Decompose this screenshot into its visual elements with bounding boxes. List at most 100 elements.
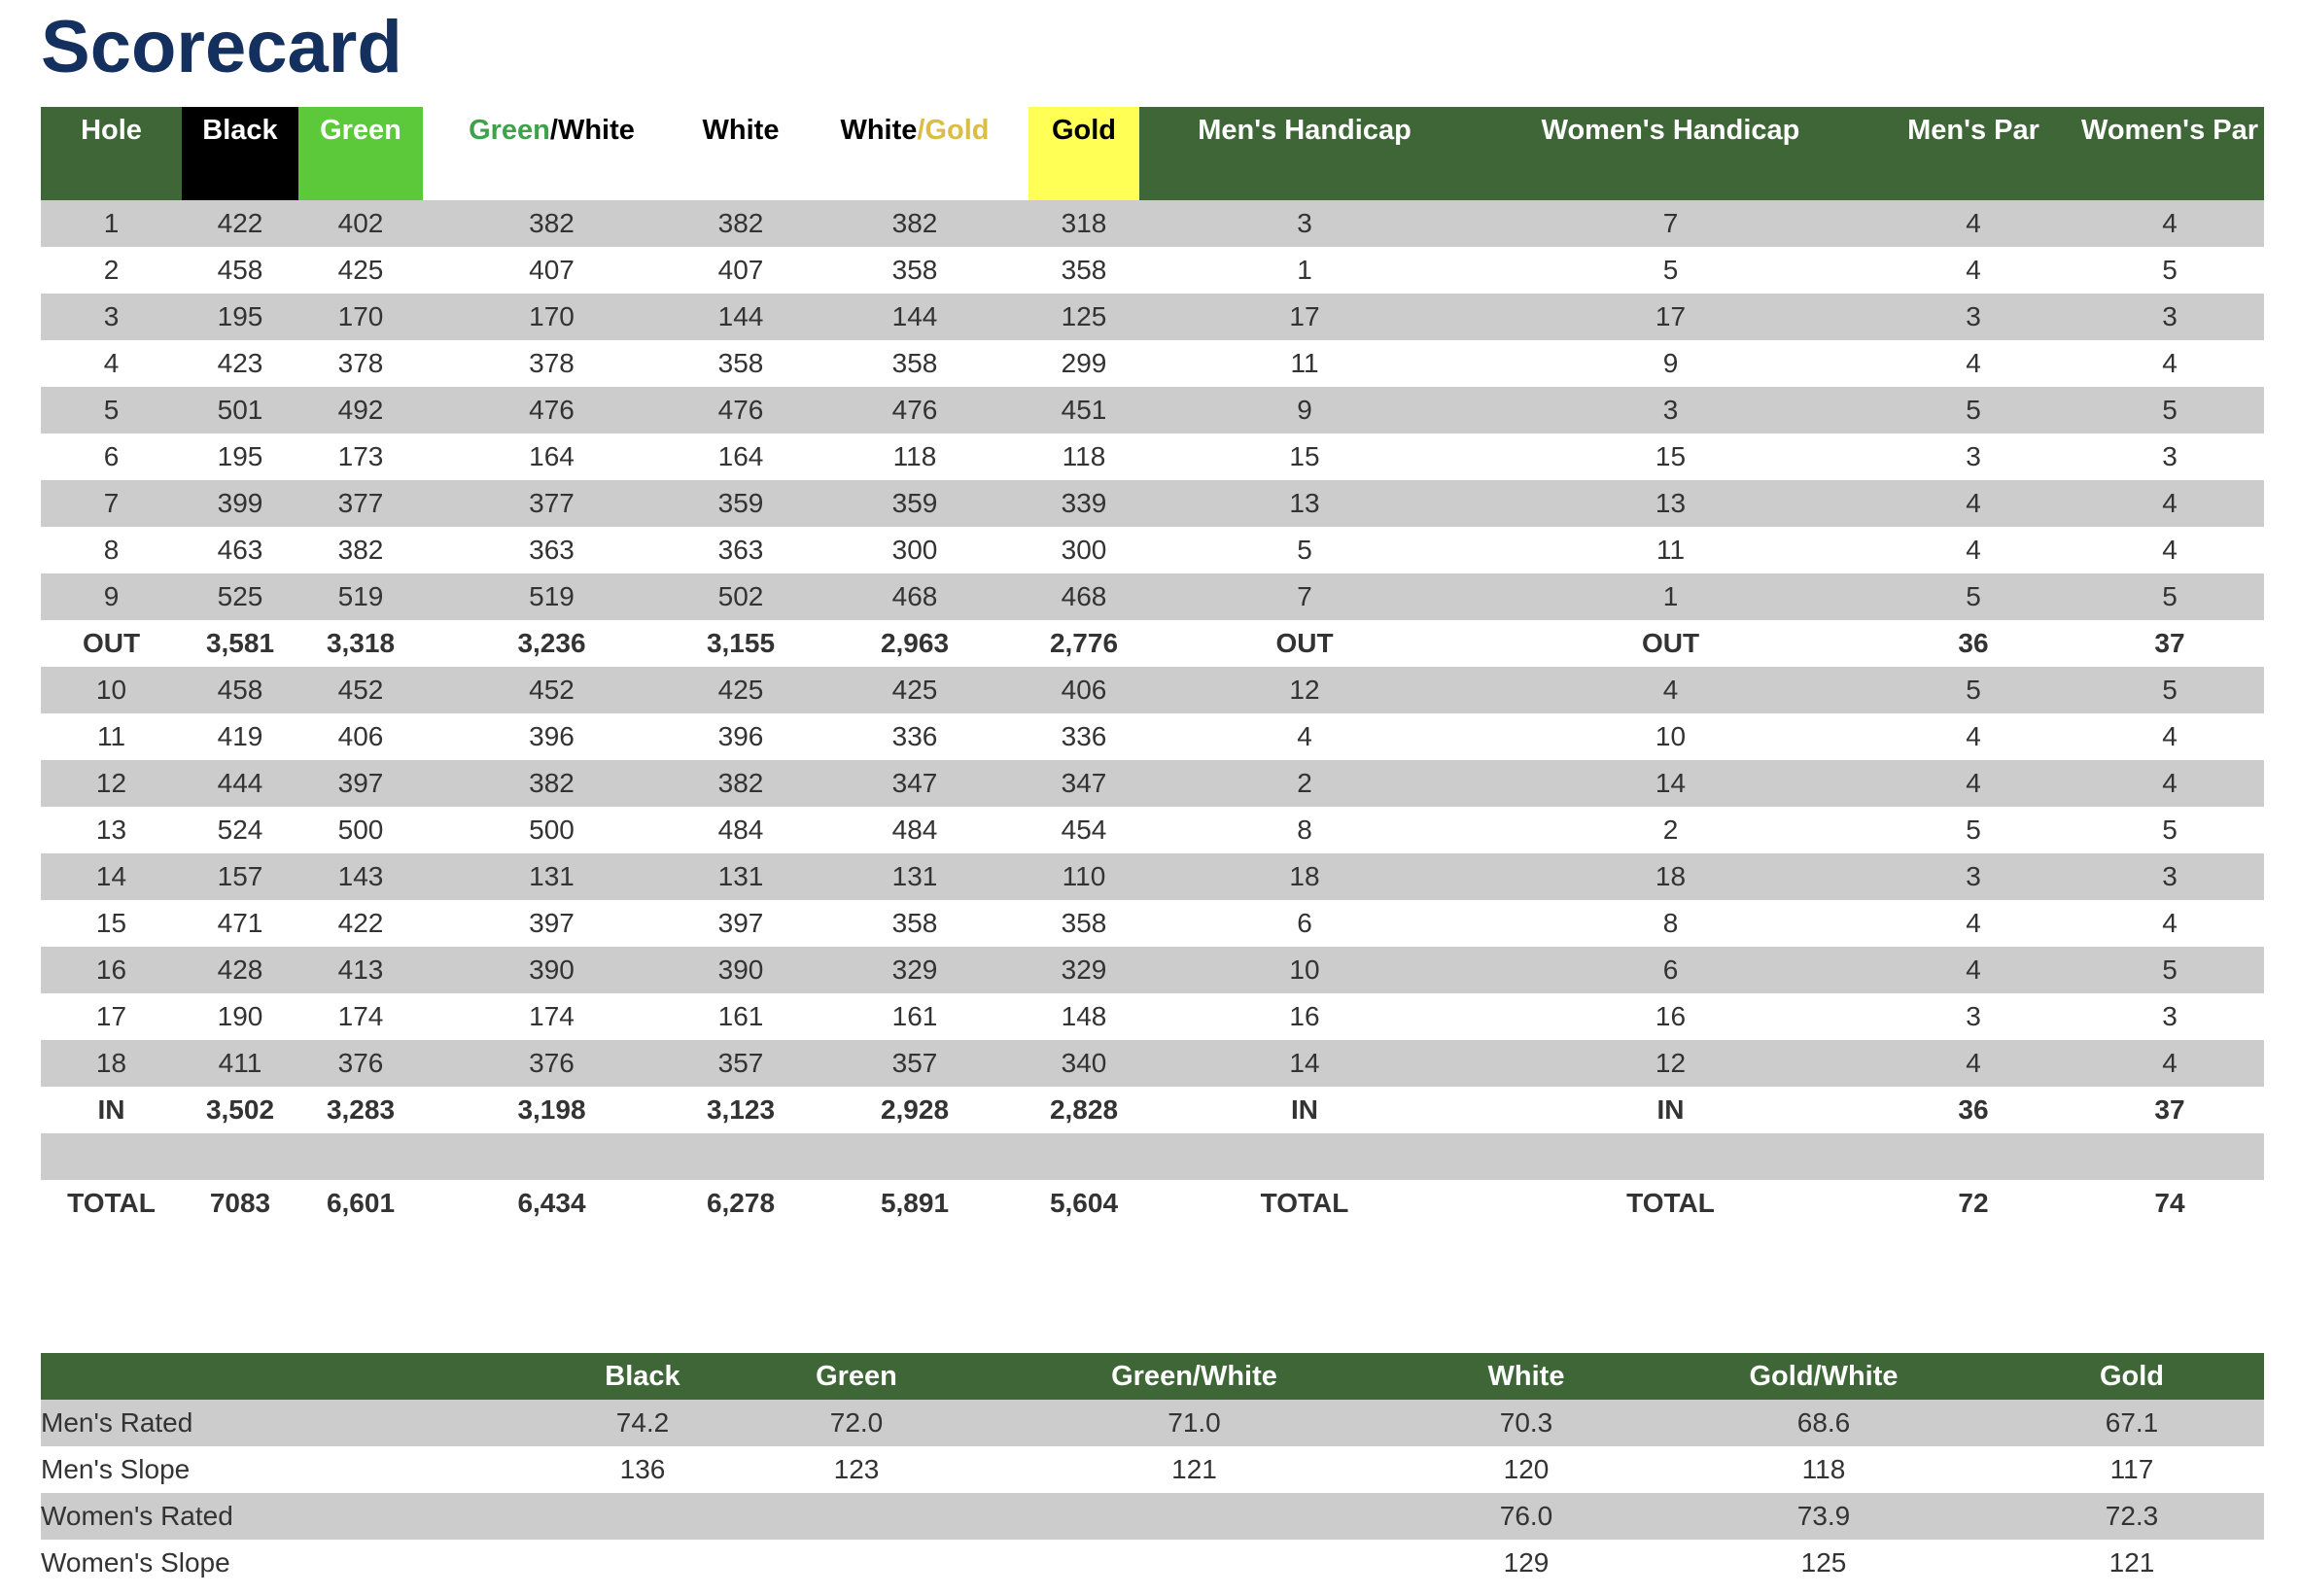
header-green-white-sep: / [549, 115, 558, 146]
cell-mens-par: 5 [1871, 387, 2075, 434]
cell-gold: 148 [1061, 1001, 1107, 1031]
cell-white-gold: 118 [892, 441, 937, 471]
cell-green-white: 382 [423, 200, 680, 247]
cell-hole: 1 [41, 200, 182, 247]
cell-green-white: 396 [529, 721, 575, 751]
ratings-header-gold: Gold [2000, 1353, 2264, 1400]
cell-white: 484 [717, 815, 764, 845]
scorecard-hole-row: 13 524 500 500 484 484 454 8 2 5 5 [41, 807, 2264, 853]
cell-white-gold: 300 [891, 535, 938, 565]
cell-black: 3,581 [205, 628, 275, 658]
cell-green-white: 390 [423, 947, 680, 993]
cell-womens-handicap: 5 [1662, 255, 1679, 285]
header-womens-par: Women's Par [2075, 107, 2264, 200]
cell-white-gold: 476 [801, 387, 1028, 434]
cell-gold: 300 [1061, 535, 1107, 565]
cell-white-gold: 2,963 [880, 628, 950, 658]
cell-hole: 12 [41, 760, 182, 807]
cell-green: 397 [298, 760, 423, 807]
cell-black: 471 [217, 908, 263, 938]
cell-black [182, 1133, 298, 1180]
cell-white-gold: 358 [891, 908, 938, 938]
ratings-row-label: Men's Slope [41, 1454, 191, 1484]
ratings-table: Black Green Green/White White Gold/White Gold… [41, 1353, 2264, 1586]
cell-green-white: 397 [529, 908, 575, 938]
cell-white: 476 [680, 387, 801, 434]
cell-hole: 3 [41, 294, 182, 340]
cell-hole: IN [97, 1094, 125, 1125]
cell-green: 452 [298, 667, 423, 713]
cell-white: 131 [680, 853, 801, 900]
cell-green-white: 3,198 [517, 1094, 586, 1125]
ratings-value: 121 [2108, 1547, 2155, 1578]
cell-mens-handicap: 2 [1139, 760, 1470, 807]
cell-white: 161 [717, 1001, 764, 1031]
cell-womens-par: 4 [2162, 348, 2178, 378]
cell-white-gold: 425 [801, 667, 1028, 713]
cell-white-gold: 329 [801, 947, 1028, 993]
cell-mens-handicap: 7 [1139, 573, 1470, 620]
cell-womens-handicap: 9 [1662, 348, 1679, 378]
page-title: Scorecard [41, 6, 402, 88]
cell-gold: 125 [1028, 294, 1139, 340]
cell-gold: 358 [1061, 908, 1107, 938]
cell-mens-par: 36 [1958, 628, 1989, 658]
header-womens-handicap: Women's Handicap [1470, 107, 1871, 200]
cell-mens-par: 3 [1966, 441, 1981, 471]
ratings-value: 136 [619, 1454, 666, 1484]
cell-hole: 11 [96, 721, 126, 751]
cell-white-gold: 359 [801, 480, 1028, 527]
cell-white-gold: 382 [801, 200, 1028, 247]
ratings-row-label: Men's Rated [41, 1400, 556, 1446]
cell-hole: TOTAL [67, 1188, 156, 1218]
cell-white-gold: 484 [891, 815, 938, 845]
cell-black: 463 [217, 535, 263, 565]
cell-mens-handicap: 18 [1139, 853, 1470, 900]
cell-white: 397 [717, 908, 764, 938]
cell-gold: 318 [1028, 200, 1139, 247]
cell-green-white: 500 [529, 815, 575, 845]
cell-hole [41, 1133, 182, 1180]
cell-hole: 13 [95, 815, 127, 845]
cell-womens-par: 3 [2075, 853, 2264, 900]
scorecard-header-row: Hole Black Green Green/White White White… [41, 107, 2264, 200]
ratings-value [984, 1540, 1405, 1586]
cell-womens-par: 5 [2075, 387, 2264, 434]
cell-mens-handicap: 14 [1139, 1040, 1470, 1087]
cell-mens-par: 4 [1871, 480, 2075, 527]
cell-womens-par: 4 [2162, 908, 2178, 938]
cell-mens-par: 4 [1966, 535, 1981, 565]
cell-mens-par [1871, 1133, 2075, 1180]
scorecard-body: 1 422 402 382 382 382 318 3 7 4 4 2 458 425 407 407 358 3… [41, 200, 2264, 1227]
scorecard-total-row: OUT 3,581 3,318 3,236 3,155 2,963 2,776 OUT OUT 3… [41, 620, 2264, 667]
scorecard-hole-row: 2 458 425 407 407 358 358 1 5 4 5 [41, 247, 2264, 294]
ratings-row: Men's Rated 74.2 72.0 71.0 70.3 68.6 67.1 [41, 1400, 2264, 1446]
cell-mens-par: 4 [1871, 760, 2075, 807]
cell-hole: 5 [41, 387, 182, 434]
cell-womens-par: 5 [2075, 947, 2264, 993]
cell-black: 157 [182, 853, 298, 900]
cell-green: 500 [337, 815, 384, 845]
ratings-value: 68.6 [1648, 1400, 2000, 1446]
cell-mens-handicap: IN [1291, 1094, 1318, 1125]
scorecard-hole-row: 4 423 378 378 358 358 299 11 9 4 4 [41, 340, 2264, 387]
cell-mens-handicap: 4 [1297, 721, 1312, 751]
header-gold-tee: Gold [1028, 107, 1139, 200]
cell-white: 390 [680, 947, 801, 993]
header-green-white-second: White [557, 115, 635, 146]
cell-green: 174 [337, 1001, 384, 1031]
cell-womens-par: 3 [2075, 294, 2264, 340]
cell-green-white: 6,434 [517, 1188, 586, 1218]
cell-womens-handicap: TOTAL [1626, 1188, 1715, 1218]
ratings-value [729, 1493, 984, 1540]
cell-green: 402 [298, 200, 423, 247]
scorecard-total-row: IN 3,502 3,283 3,198 3,123 2,928 2,828 IN IN 36 37 [41, 1087, 2264, 1133]
header-white-gold-first: White [840, 115, 918, 146]
header-black-tee: Black [182, 107, 298, 200]
cell-mens-handicap: 16 [1289, 1001, 1320, 1031]
cell-womens-par: 4 [2075, 1040, 2264, 1087]
scorecard-hole-row: 7 399 377 377 359 359 339 13 13 4 4 [41, 480, 2264, 527]
ratings-row-label: Women's Rated [41, 1493, 556, 1540]
cell-black: 444 [182, 760, 298, 807]
cell-white-gold: 358 [891, 348, 938, 378]
